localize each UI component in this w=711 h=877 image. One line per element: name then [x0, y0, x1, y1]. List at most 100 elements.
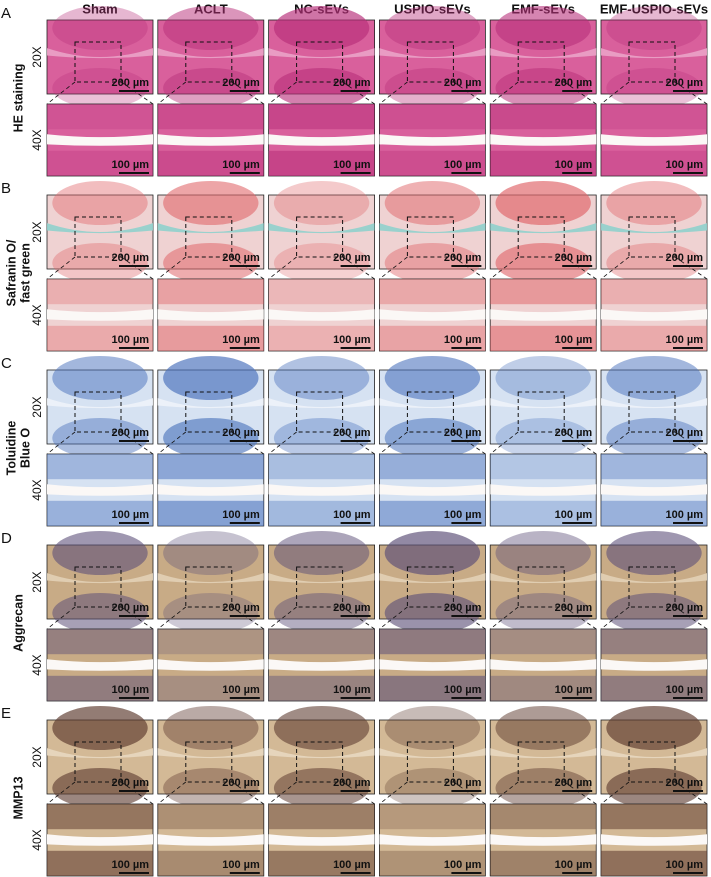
tissue-upper	[601, 279, 707, 305]
tissue-lower	[52, 768, 148, 808]
scale-bar-label: 100 µm	[111, 859, 149, 871]
scale-bar-label: 100 µm	[111, 684, 149, 696]
joint-space	[47, 309, 153, 321]
zoom-box	[517, 391, 565, 433]
micrograph: 200 µm	[268, 6, 376, 108]
panel-letter: A	[1, 5, 11, 22]
tissue-lower	[379, 150, 486, 176]
micrograph: 100 µm	[600, 803, 708, 877]
joint-space	[490, 659, 597, 671]
zoom-line	[157, 781, 187, 805]
zoom-box	[185, 391, 233, 433]
tissue-lower	[495, 418, 591, 458]
joint-space	[490, 223, 597, 234]
joint-space	[490, 484, 597, 496]
stain-label: Aggrecan	[11, 594, 25, 652]
tissue-upper	[601, 804, 707, 830]
tissue-lower	[490, 675, 597, 701]
micrograph: 200 µm	[600, 356, 708, 458]
tissue-lower	[606, 418, 702, 458]
zoom-line	[600, 81, 630, 105]
tissue-lower	[52, 243, 148, 283]
joint-space	[157, 48, 264, 59]
tissue-upper	[495, 356, 591, 400]
scale-bar-label: 200 µm	[555, 777, 593, 789]
magnification-label: 20X	[30, 746, 44, 767]
magnification-label: 40X	[30, 129, 44, 150]
scale-bar-label: 200 µm	[444, 777, 482, 789]
tissue-lower	[379, 500, 486, 526]
tissue-upper	[601, 454, 707, 480]
zoom-line	[489, 256, 519, 280]
scale-bar-label: 200 µm	[555, 77, 593, 89]
joint-space	[157, 223, 264, 234]
tissue-upper	[273, 6, 370, 50]
joint-space	[47, 834, 153, 846]
micrograph: 100 µm	[268, 628, 376, 702]
tissue-upper	[268, 629, 375, 655]
micrograph: 200 µm	[489, 531, 597, 633]
scale-bar-label: 100 µm	[111, 334, 149, 346]
joint-space	[601, 398, 707, 409]
zoom-line	[268, 781, 297, 805]
zoom-box	[628, 41, 676, 83]
tissue-lower	[379, 850, 486, 876]
tissue-lower	[52, 68, 148, 108]
joint-space	[379, 834, 486, 846]
zoom-box	[185, 216, 233, 258]
zoom-line	[379, 81, 408, 105]
joint-space	[157, 659, 264, 671]
stain-label: fast green	[18, 243, 32, 303]
scale-bar-label: 100 µm	[555, 334, 593, 346]
joint-space	[157, 834, 264, 846]
tissue-upper	[379, 104, 486, 130]
zoom-box	[74, 216, 122, 258]
tissue-upper	[52, 356, 148, 400]
zoom-box	[74, 741, 122, 783]
scale-bar-label: 200 µm	[444, 427, 482, 439]
scale-bar-label: 200 µm	[665, 427, 703, 439]
micrograph: 200 µm	[46, 531, 154, 633]
stain-label: HE staining	[11, 64, 25, 133]
tissue-upper	[157, 629, 264, 655]
scale-bar-label: 200 µm	[333, 427, 371, 439]
joint-space	[379, 573, 486, 584]
zoom-box	[406, 41, 454, 83]
scale-bar-label: 100 µm	[444, 859, 482, 871]
magnification-label: 40X	[30, 304, 44, 325]
stain-label: Blue O	[18, 428, 32, 469]
scale-bar-label: 100 µm	[665, 159, 703, 171]
scale-bar-label: 200 µm	[111, 77, 149, 89]
tissue-lower	[163, 593, 259, 633]
joint-space	[268, 834, 375, 846]
tissue-upper	[47, 104, 153, 130]
micrograph: 100 µm	[268, 453, 376, 527]
scale-bar-label: 200 µm	[444, 602, 482, 614]
zoom-line	[46, 256, 76, 280]
zoom-line	[600, 606, 630, 630]
panel-letter: D	[1, 530, 12, 547]
tissue-lower	[495, 243, 591, 283]
scale-bar-label: 100 µm	[222, 334, 260, 346]
micrograph: 200 µm	[378, 356, 486, 458]
micrograph: 100 µm	[157, 278, 265, 352]
micrograph: 200 µm	[46, 706, 154, 808]
tissue-lower	[47, 675, 153, 701]
zoom-box	[628, 566, 676, 608]
scale-bar-label: 100 µm	[555, 684, 593, 696]
panel-letter: B	[1, 180, 11, 197]
micrograph: 100 µm	[378, 278, 486, 352]
scale-bar-label: 100 µm	[222, 159, 260, 171]
tissue-lower	[606, 593, 702, 633]
tissue-upper	[268, 104, 375, 130]
joint-space	[379, 659, 486, 671]
tissue-lower	[601, 150, 707, 176]
micrograph: 200 µm	[600, 6, 708, 108]
scale-bar-label: 200 µm	[222, 777, 260, 789]
scale-bar-label: 200 µm	[222, 252, 260, 264]
micrograph: 200 µm	[268, 356, 376, 458]
tissue-lower	[163, 243, 259, 283]
tissue-lower	[163, 768, 259, 808]
joint-space	[601, 834, 707, 846]
